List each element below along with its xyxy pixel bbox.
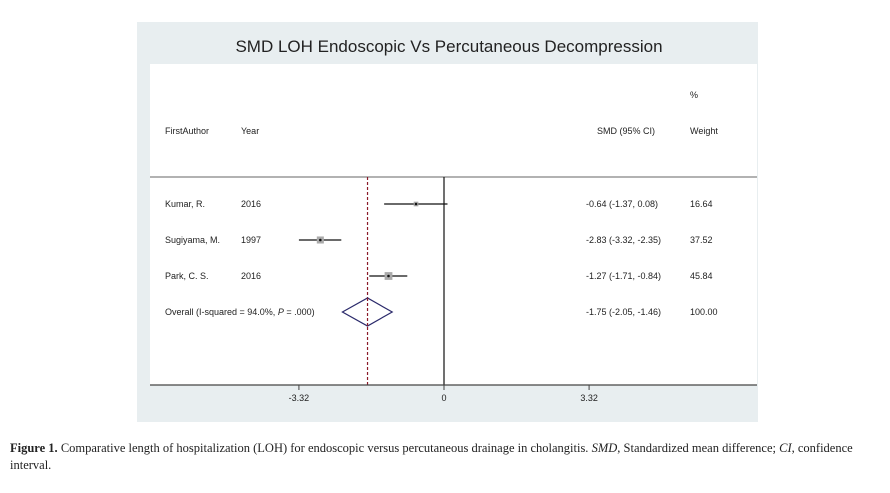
overall-diamond [341, 297, 394, 327]
header-weight-pct: % [690, 90, 698, 100]
overall-smd-label: -1.75 (-2.05, -1.46) [586, 307, 661, 317]
study-weight-label: 16.64 [690, 199, 713, 209]
caption-label: Figure 1. [10, 441, 58, 455]
header-author: FirstAuthor [165, 126, 209, 136]
header-smd: SMD (95% CI) [597, 126, 655, 136]
study-author: Park, C. S. [165, 271, 209, 281]
overall-weight-label: 100.00 [690, 307, 718, 317]
study-year: 2016 [241, 271, 261, 281]
study-weight-label: 45.84 [690, 271, 713, 281]
study-year: 1997 [241, 235, 261, 245]
overall-label: Overall (I-squared = 94.0%, P = .000) [165, 307, 315, 317]
figure-caption: Figure 1. Comparative length of hospital… [10, 440, 885, 474]
study-author: Kumar, R. [165, 199, 205, 209]
caption-text: , confidence interval. [10, 441, 853, 472]
x-tick-label: 3.32 [580, 393, 598, 403]
study-point [319, 238, 322, 242]
study-smd-label: -1.27 (-1.71, -0.84) [586, 271, 661, 281]
study-point [414, 202, 418, 206]
study-point [387, 274, 390, 278]
x-tick-label: 0 [441, 393, 446, 403]
x-tick-label: -3.32 [289, 393, 310, 403]
study-smd-label: -0.64 (-1.37, 0.08) [586, 199, 658, 209]
header-year: Year [241, 126, 259, 136]
plot-area [150, 64, 757, 385]
header-weight: Weight [690, 126, 718, 136]
study-smd-label: -2.83 (-3.32, -2.35) [586, 235, 661, 245]
forest-plot: SMD LOH Endoscopic Vs Percutaneous Decom… [137, 22, 758, 422]
study-author: Sugiyama, M. [165, 235, 220, 245]
caption-ci: CI [779, 441, 792, 455]
caption-text: , Standardized mean difference; [617, 441, 780, 455]
caption-smd: SMD [591, 441, 618, 455]
study-weight-label: 37.52 [690, 235, 713, 245]
chart-title: SMD LOH Endoscopic Vs Percutaneous Decom… [235, 37, 662, 56]
study-year: 2016 [241, 199, 261, 209]
caption-text: Comparative length of hospitalization (L… [57, 441, 592, 455]
